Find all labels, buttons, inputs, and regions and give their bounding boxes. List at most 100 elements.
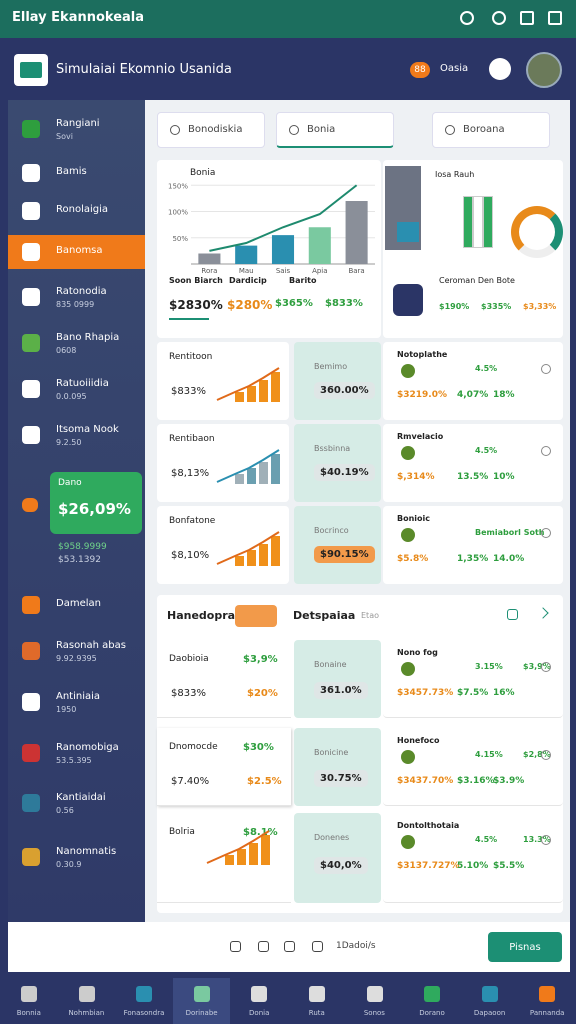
detail-value: $7.5% (457, 688, 489, 698)
detail-action[interactable] (541, 835, 551, 845)
nav-item[interactable]: Bamis (8, 156, 145, 198)
stat-value: $2830% (169, 298, 223, 312)
nav-item[interactable]: Ronolaigia (8, 194, 145, 236)
tab[interactable]: Dorinabe (172, 978, 231, 1024)
tab[interactable]: Donia (230, 978, 288, 1024)
nav-item[interactable]: Ratuoiiidia 0.0.095 (8, 372, 145, 414)
x-tick-label: Sais (276, 267, 291, 275)
side-value: $3,33% (523, 302, 557, 311)
top-icon[interactable] (492, 11, 506, 25)
row-title: Dnomocde (169, 742, 218, 752)
footer-icon[interactable] (312, 941, 323, 952)
tab[interactable]: Sonos (346, 978, 404, 1024)
row-status: Bonaine 361.0% (294, 640, 381, 718)
nav-item[interactable]: Nanomnatis 0.30.9 (8, 840, 145, 882)
footer-icon[interactable] (230, 941, 241, 952)
metric-value: $8,13% (171, 468, 210, 479)
footer-icon[interactable] (258, 941, 269, 952)
detail-value: $5.5% (493, 861, 525, 871)
tab[interactable]: Pannanda (518, 978, 576, 1024)
nav-item[interactable]: Rangiani Sovi (8, 112, 145, 154)
stat-label: Barito (289, 276, 317, 285)
section-icon[interactable] (507, 609, 518, 620)
trend-curve (216, 449, 280, 483)
tab-icon (481, 986, 498, 1002)
trend-curve (216, 531, 280, 565)
nav-item[interactable]: Rasonah abas 9.92.9395 (8, 634, 145, 676)
row-title: Bolria (169, 827, 195, 837)
trend-bar (235, 556, 244, 566)
trend-bar (271, 372, 280, 402)
overview-side: Iosa Rauh Ceroman Den Bote $190% $335% $3,33… (383, 160, 563, 338)
detail-value: 4,07% (457, 390, 489, 400)
tab-icon (366, 986, 383, 1002)
top-icon[interactable] (548, 11, 562, 25)
metric-card: Rentitoon $833% (157, 342, 289, 420)
metric-title: Rentitoon (169, 352, 213, 362)
nav-sub: 0.30.9 (56, 860, 82, 869)
nav-icon (22, 164, 40, 182)
nav-item[interactable]: Ranomobiga 53.5.395 (8, 736, 145, 778)
promo-line: $53.1392 (58, 555, 101, 565)
tab[interactable]: Ruta (288, 978, 346, 1024)
tab-icon (78, 986, 95, 1002)
nav-item[interactable]: Ratonodia 835 0999 (8, 280, 145, 322)
nav-item[interactable]: Antiniaia 1950 (8, 685, 145, 727)
detail-action[interactable] (541, 750, 551, 760)
nav-label: Ronolaigia (56, 204, 109, 215)
nav-icon (22, 120, 40, 138)
metric-card: Rentibaon $8,13% (157, 424, 289, 502)
detail-title: Dontolthotaia (397, 821, 460, 830)
tab[interactable]: Fonasondra (115, 978, 173, 1024)
detail-value: 14.0% (493, 554, 525, 564)
metric-title: Bonfatone (169, 516, 216, 526)
overview-card: Bonia 50% 100% 150% Rora Mau Sais Apia Bara Soon … (157, 160, 381, 338)
section-arrow[interactable] (537, 607, 549, 619)
tab-icon (136, 986, 153, 1002)
tab[interactable]: Dapaoon (461, 978, 519, 1024)
trend-bar (271, 454, 280, 484)
avatar[interactable] (526, 52, 562, 88)
footer-icon[interactable] (284, 941, 295, 952)
tab[interactable]: Bonnia (0, 978, 58, 1024)
bar (198, 253, 221, 264)
detail-action[interactable] (541, 364, 551, 374)
nav-item[interactable]: Banomsa (8, 235, 145, 269)
detail-action[interactable] (541, 528, 551, 538)
trend-bar (247, 550, 256, 566)
nav-item[interactable]: Damelan (8, 588, 145, 630)
footer-status: 1Dadoi/s (336, 941, 376, 951)
search-input[interactable]: Bonodiskia (157, 112, 265, 148)
primary-button[interactable]: Pisnas (488, 932, 562, 962)
side-value: $335% (481, 302, 512, 311)
nav-sub: 1950 (56, 705, 77, 714)
nav-item[interactable]: Itsoma Nook 9.2.50 (8, 418, 145, 460)
nav-item[interactable]: Kantiaidai 0.56 (8, 786, 145, 828)
nav-icon (22, 243, 40, 261)
row-status: Donenes $40,0% (294, 813, 381, 903)
search-icon (445, 125, 455, 135)
section-toggle[interactable] (235, 605, 277, 627)
detail-title: Bonioic (397, 514, 431, 523)
row-status-label: Bonaine (314, 660, 347, 669)
row-value: $2.5% (247, 776, 282, 787)
nav-icon (22, 426, 40, 444)
status-pill: $90.15% (314, 546, 375, 563)
y-tick-label: 150% (168, 182, 188, 190)
search-input[interactable]: Boroana (432, 112, 550, 148)
section-tab: Detspaiaa (293, 609, 356, 622)
search-input[interactable]: Bonia (276, 112, 394, 148)
detail-action[interactable] (541, 662, 551, 672)
top-icon[interactable] (460, 11, 474, 25)
tab[interactable]: Dorano (403, 978, 461, 1024)
header: Simulaiai Ekomnio Usanida 88 Oasia (0, 38, 576, 100)
detail-action[interactable] (541, 446, 551, 456)
search-text: Bonia (307, 124, 336, 135)
nav-label: Damelan (56, 598, 101, 609)
row-value: $20% (247, 688, 278, 699)
top-icon[interactable] (520, 11, 534, 25)
sidebar: Rangiani Sovi Bamis Ronolaigia Banomsa Ratono… (8, 100, 145, 930)
tab[interactable]: Nohmbian (58, 978, 116, 1024)
nav-item[interactable]: Bano Rhapia 0608 (8, 326, 145, 368)
profile-icon[interactable] (489, 58, 511, 80)
